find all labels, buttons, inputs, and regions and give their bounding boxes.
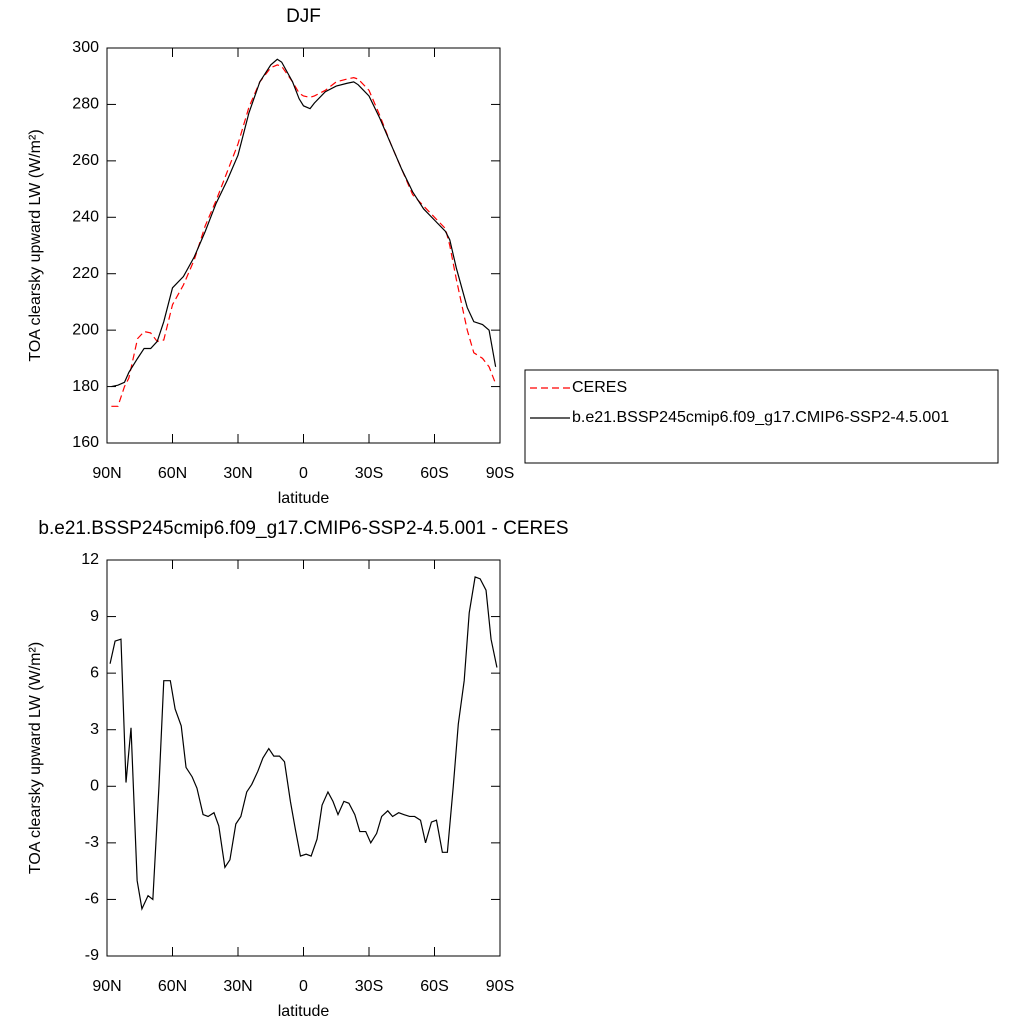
x-tick-label: 30N [223,465,252,482]
legend: CERES b.e21.BSSP245cmip6.f09_g17.CMIP6-SS… [524,369,999,464]
y-tick-label: 9 [90,608,99,625]
x-tick-label: 60S [420,465,448,482]
y-tick-label: 220 [72,265,99,282]
y-tick-label: 3 [90,721,99,738]
data-line [109,576,498,911]
chart: b.e21.BSSP245cmip6.f09_g17.CMIP6-SSP2-4.… [27,518,568,1020]
y-tick-label: -6 [85,891,99,908]
x-tick-label: 90N [92,978,121,995]
y-axis-label: TOA clearsky upward LW (W/m²) [27,129,44,361]
x-axis-label: latitude [278,490,330,507]
legend-label: b.e21.BSSP245cmip6.f09_g17.CMIP6-SSP2-4.… [572,409,949,426]
y-tick-label: 200 [72,321,99,338]
y-tick-label: 300 [72,39,99,56]
legend-label: CERES [572,379,627,396]
x-axis-label: latitude [278,1003,330,1020]
x-tick-label: 30S [355,978,383,995]
x-tick-label: 90N [92,465,121,482]
y-tick-label: 180 [72,378,99,395]
x-tick-label: 30N [223,978,252,995]
x-tick-label: 90S [486,465,514,482]
x-tick-label: 60S [420,978,448,995]
y-tick-label: -3 [85,834,99,851]
x-tick-label: 30S [355,465,383,482]
y-tick-label: -9 [85,947,99,964]
data-line [111,58,497,388]
y-tick-label: 12 [81,551,99,568]
x-tick-label: 0 [299,978,308,995]
x-tick-label: 60N [158,465,187,482]
y-tick-label: 280 [72,96,99,113]
x-tick-label: 90S [486,978,514,995]
data-line [111,64,497,407]
y-tick-label: 260 [72,152,99,169]
plot-frame [106,559,501,957]
chart-title: DJF [286,6,321,27]
chart-title: b.e21.BSSP245cmip6.f09_g17.CMIP6-SSP2-4.… [38,518,568,539]
legend-box [524,369,999,464]
x-tick-label: 0 [299,465,308,482]
plot-frame [106,47,501,444]
y-tick-label: 0 [90,778,99,795]
y-tick-label: 160 [72,434,99,451]
y-axis-label: TOA clearsky upward LW (W/m²) [27,642,44,874]
chart: DJF latitude TOA clearsky upward LW (W/m²)… [27,6,999,507]
x-tick-label: 60N [158,978,187,995]
y-tick-label: 6 [90,664,99,681]
y-tick-label: 240 [72,209,99,226]
